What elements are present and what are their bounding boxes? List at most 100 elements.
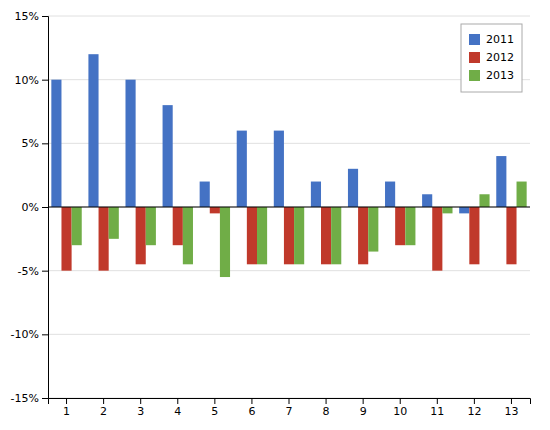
y-tick: 5% <box>22 137 48 150</box>
bar <box>257 207 267 264</box>
x-tick-label: 8 <box>323 405 330 418</box>
bar <box>321 207 331 264</box>
y-axis-line <box>42 17 49 399</box>
grid-line <box>48 207 530 208</box>
legend-box <box>461 24 522 92</box>
bar <box>432 207 442 271</box>
bar-series <box>72 182 527 277</box>
bar <box>331 207 341 264</box>
bar <box>61 207 71 271</box>
x-tick-mark <box>140 398 141 404</box>
grid-line <box>48 334 530 335</box>
x-tick-mark <box>103 398 104 404</box>
x-tick-label: 6 <box>248 405 255 418</box>
x-tick-mark <box>400 398 401 404</box>
bar <box>99 207 109 271</box>
y-tick-label: -15% <box>11 392 39 405</box>
y-tick-mark <box>42 207 48 208</box>
y-tick-mark <box>42 80 48 81</box>
y-tick: -15% <box>11 392 48 405</box>
bars <box>51 54 526 277</box>
legend-item: 2012 <box>469 51 514 64</box>
bar <box>247 207 257 264</box>
x-tick: 12 <box>467 398 481 418</box>
x-tick-label: 7 <box>286 405 293 418</box>
x-tick: 10 <box>393 398 407 418</box>
bar <box>442 207 452 213</box>
bar-series <box>61 207 516 271</box>
bar <box>173 207 183 245</box>
x-tick-mark <box>251 398 252 404</box>
y-tick: -5% <box>18 265 48 278</box>
x-tick-label: 11 <box>430 405 444 418</box>
bar <box>506 207 516 264</box>
grid-line <box>48 143 530 144</box>
y-tick: 0% <box>22 201 48 214</box>
bar <box>459 207 469 213</box>
bar <box>479 194 489 207</box>
y-axis: -15% -10% -5% 0% 5% 10% 15% <box>11 10 49 405</box>
x-axis: 12345678910111213 <box>49 398 531 418</box>
grid-line <box>48 270 530 271</box>
x-tick-label: 1 <box>63 405 70 418</box>
bar <box>517 182 527 207</box>
x-tick-mark <box>474 398 475 404</box>
x-tick: 1 <box>63 398 70 418</box>
bar <box>496 156 506 207</box>
x-tick: 6 <box>248 398 255 418</box>
bar <box>358 207 368 264</box>
bar <box>469 207 479 264</box>
x-tick-label: 2 <box>100 405 107 418</box>
x-tick-mark <box>363 398 364 404</box>
x-tick: 11 <box>430 398 444 418</box>
y-tick-label: 10% <box>15 74 39 87</box>
bar <box>136 207 146 264</box>
bar <box>395 207 405 245</box>
grid-line <box>48 79 530 80</box>
x-tick-mark <box>66 398 67 404</box>
plot: -15%-10%-5%0%5%10%15%1234567891011121320… <box>11 10 531 418</box>
y-tick-label: -5% <box>18 265 39 278</box>
y-tick-mark <box>42 334 48 335</box>
bar-series <box>51 54 506 213</box>
x-tick-label: 12 <box>467 405 481 418</box>
bar <box>348 169 358 207</box>
y-tick: 10% <box>15 74 48 87</box>
y-tick-label: 5% <box>22 137 39 150</box>
x-tick-label: 9 <box>360 405 367 418</box>
y-tick: -10% <box>11 328 48 341</box>
x-tick-mark <box>177 398 178 404</box>
x-tick: 7 <box>286 398 293 418</box>
x-tick-mark <box>326 398 327 404</box>
x-tick: 3 <box>137 398 144 418</box>
legend: 2011 2012 2013 <box>461 24 522 92</box>
y-tick-mark <box>42 271 48 272</box>
bar <box>385 182 395 207</box>
y-tick-mark <box>42 143 48 144</box>
legend-label: 2013 <box>486 69 514 82</box>
bar <box>294 207 304 264</box>
bar <box>405 207 415 245</box>
bar <box>88 54 98 207</box>
bar <box>51 80 61 207</box>
x-tick-label: 4 <box>174 405 181 418</box>
x-tick-mark <box>437 398 438 404</box>
zero-line <box>48 207 530 208</box>
bar <box>72 207 82 245</box>
x-tick-label: 3 <box>137 405 144 418</box>
bar <box>163 105 173 207</box>
legend-item: 2013 <box>469 69 514 82</box>
x-tick-label: 5 <box>211 405 218 418</box>
legend-swatch <box>469 52 480 63</box>
bar <box>200 182 210 207</box>
y-tick-label: 15% <box>15 10 39 23</box>
bar <box>237 131 247 207</box>
y-tick: 15% <box>15 10 48 23</box>
bar <box>284 207 294 264</box>
legend-label: 2011 <box>486 33 514 46</box>
chart: -15%-10%-5%0%5%10%15%1234567891011121320… <box>0 0 550 430</box>
y-tick-label: -10% <box>11 328 39 341</box>
x-tick: 5 <box>211 398 218 418</box>
x-tick: 4 <box>174 398 181 418</box>
legend-item: 2011 <box>469 33 514 46</box>
